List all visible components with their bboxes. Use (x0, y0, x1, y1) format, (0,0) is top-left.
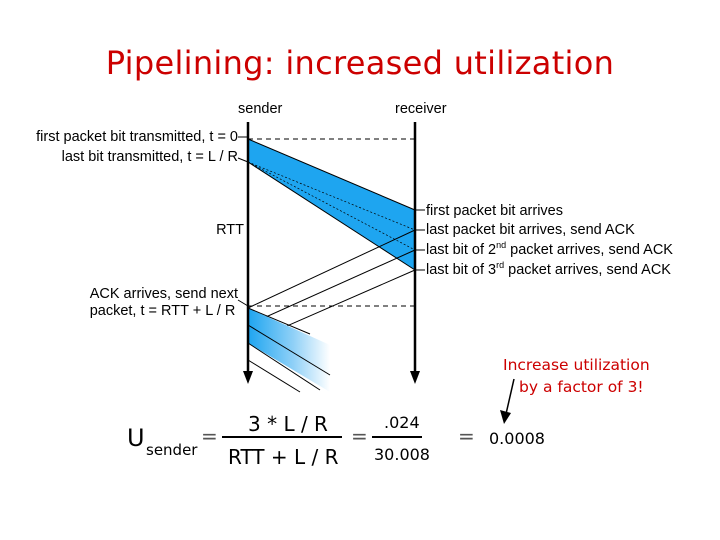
third-pre: last bit of 3 (426, 262, 497, 278)
leader-last-bit (237, 157, 249, 163)
second-pre: last bit of 2 (426, 242, 497, 258)
packet-divider-2 (247, 161, 416, 251)
third-packet-arrives-label: last bit of 3rd packet arrives, send ACK (426, 260, 671, 279)
first-bit-edge (247, 138, 416, 211)
equals-sign-1: = (201, 424, 218, 448)
third-sup: rd (496, 260, 505, 270)
sender-timeline-arrow (243, 371, 253, 384)
equals-sign-2: = (351, 424, 368, 448)
leader-ack (237, 299, 249, 307)
receiver-timeline-arrow (410, 371, 420, 384)
packet-band (248, 139, 415, 270)
ack-arrives-line-2: packet, t = RTT + L / R (89, 303, 236, 319)
next-packet-edge-4 (247, 359, 301, 393)
note-arrow-head (500, 410, 511, 424)
second-post: packet arrives, send ACK (506, 242, 673, 258)
last-bit-arrives-label: last packet bit arrives, send ACK (426, 222, 635, 238)
next-packet-edge-2 (247, 324, 331, 376)
ack-line-1 (247, 229, 416, 309)
sender-label: sender (238, 101, 283, 117)
result-value: 0.0008 (489, 429, 545, 448)
receiver-label: receiver (395, 101, 447, 117)
denominator-value: 30.008 (374, 445, 430, 464)
slide-title: Pipelining: increased utilization (105, 44, 615, 82)
denominator: RTT + L / R (228, 445, 339, 469)
utilization-subscript: sender (146, 441, 198, 459)
ack-line-2 (247, 249, 416, 326)
first-bit-transmitted-label: first packet bit transmitted, t = 0 (36, 129, 238, 145)
second-sup: nd (496, 240, 507, 250)
ack-arrives-line-1: ACK arrives, send next (89, 286, 238, 302)
rtt-label: RTT (216, 222, 244, 238)
equals-sign-3: = (458, 424, 475, 448)
utilization-symbol: U (127, 424, 145, 452)
ack-arrives-label: ACK arrives, send next packet, t = RTT +… (90, 286, 238, 320)
last-bit-transmitted-label: last bit transmitted, t = L / R (61, 149, 238, 165)
third-post: packet arrives, send ACK (504, 262, 671, 278)
last-bit-edge (247, 161, 416, 271)
note-arrow-shaft (505, 378, 515, 415)
second-packet-arrives-label: last bit of 2nd packet arrives, send ACK (426, 240, 673, 259)
first-bit-arrives-label: first packet bit arrives (426, 203, 563, 219)
utilization-note-line-2: by a factor of 3! (519, 378, 644, 396)
numerator-value: .024 (384, 413, 420, 432)
next-packet-edge-3 (247, 342, 321, 391)
next-packet-edge-1 (247, 307, 311, 335)
numerator: 3 * L / R (248, 412, 328, 436)
utilization-note-line-1: Increase utilization (503, 356, 650, 374)
